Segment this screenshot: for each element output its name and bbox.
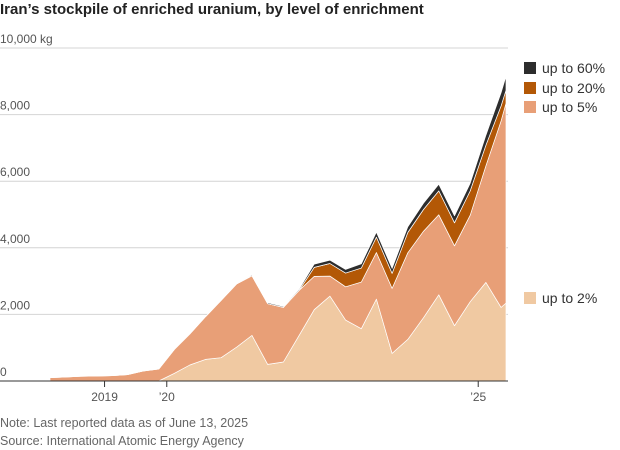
chart-note: Note: Last reported data as of June 13, … [0,416,249,430]
chart-title: Iran’s stockpile of enriched uranium, by… [0,1,424,18]
x-axis-ticks: 2019 ’20 ’25 [91,381,487,404]
legend-swatch [524,82,536,94]
legend-swatch [524,292,536,304]
x-tick-label: 2019 [91,390,118,404]
y-tick-label: 8,000 [0,99,30,113]
chart-source: Source: International Atomic Energy Agen… [0,434,244,448]
series-areas [49,75,507,382]
area-series [49,75,507,379]
y-tick-label: 2,000 [0,298,30,312]
x-tick-label: ’20 [159,390,175,404]
y-tick-label: 4,000 [0,232,30,246]
x-tick-label: ’25 [470,390,486,404]
legend-label: up to 2% [542,290,597,306]
legend-swatch [524,101,536,113]
legend-label: up to 5% [542,99,597,115]
legend: up to 2% up to 5% up to 20% up to 60% [524,60,605,306]
y-tick-label: 10,000 kg [0,32,53,46]
legend-label: up to 60% [542,60,605,76]
y-tick-label: 0 [0,365,7,379]
legend-swatch [524,62,536,74]
legend-label: up to 20% [542,80,605,96]
y-tick-label: 6,000 [0,165,30,179]
y-axis-tick-labels: 0 2,000 4,000 6,000 8,000 10,000 kg [0,32,53,379]
